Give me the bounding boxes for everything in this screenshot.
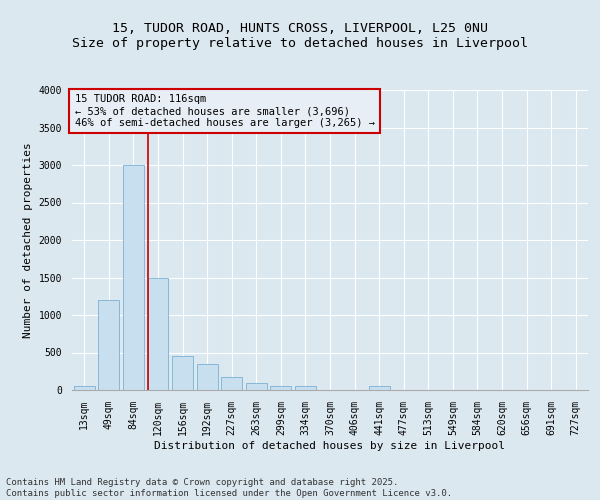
Bar	[197, 364, 218, 390]
Text: Contains HM Land Registry data © Crown copyright and database right 2025.
Contai: Contains HM Land Registry data © Crown c…	[6, 478, 452, 498]
Bar	[295, 386, 316, 390]
Bar	[74, 386, 95, 390]
Bar	[148, 278, 169, 390]
Bar	[271, 386, 292, 390]
Bar	[172, 356, 193, 390]
Bar	[221, 377, 242, 390]
Text: 15 TUDOR ROAD: 116sqm
← 53% of detached houses are smaller (3,696)
46% of semi-d: 15 TUDOR ROAD: 116sqm ← 53% of detached …	[74, 94, 374, 128]
Text: 15, TUDOR ROAD, HUNTS CROSS, LIVERPOOL, L25 0NU: 15, TUDOR ROAD, HUNTS CROSS, LIVERPOOL, …	[112, 22, 488, 36]
Bar	[368, 386, 389, 390]
Bar	[123, 165, 144, 390]
Bar	[98, 300, 119, 390]
X-axis label: Distribution of detached houses by size in Liverpool: Distribution of detached houses by size …	[155, 440, 505, 450]
Text: Size of property relative to detached houses in Liverpool: Size of property relative to detached ho…	[72, 38, 528, 51]
Bar	[246, 382, 267, 390]
Y-axis label: Number of detached properties: Number of detached properties	[23, 142, 33, 338]
